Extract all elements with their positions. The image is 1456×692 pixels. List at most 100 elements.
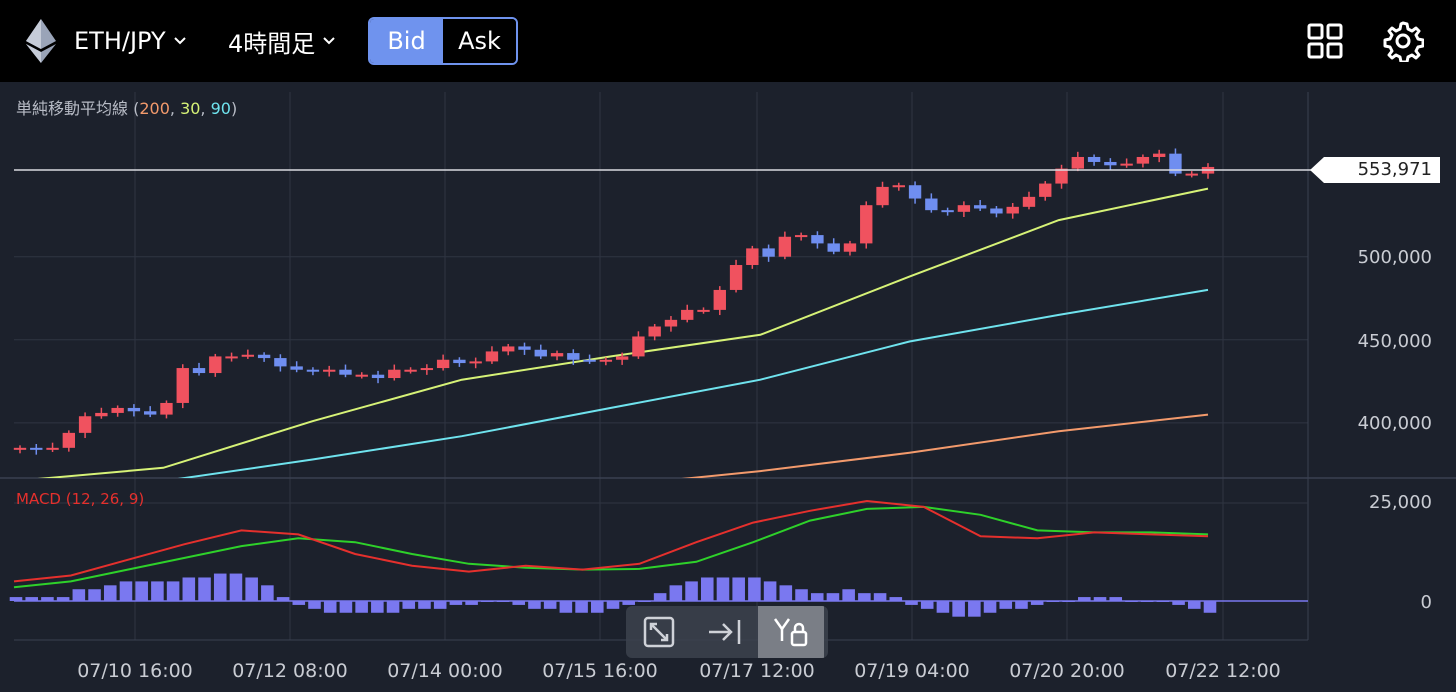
macd-histogram-bar xyxy=(543,601,557,609)
candle-up xyxy=(420,368,434,371)
candle-up xyxy=(632,336,645,357)
candle-up xyxy=(1055,168,1068,184)
macd-histogram-bar xyxy=(308,601,321,609)
macd-histogram-bar xyxy=(999,601,1013,609)
layout-button[interactable] xyxy=(1306,22,1344,60)
y-axis-lock-button[interactable] xyxy=(758,606,824,658)
macd-histogram-bar xyxy=(135,581,148,601)
macd-histogram-bar xyxy=(182,577,196,601)
x-tick-label: 07/22 12:00 xyxy=(1165,660,1281,682)
sma90-line xyxy=(177,288,1209,478)
macd-histogram-bar xyxy=(72,589,86,601)
candle-down xyxy=(453,359,466,364)
macd-histogram-bar xyxy=(905,601,918,605)
bid-ask-toggle: Bid Ask xyxy=(368,17,518,65)
macd-histogram-bar xyxy=(512,601,526,605)
macd-histogram-bar xyxy=(983,601,997,613)
candle-down xyxy=(1169,153,1182,174)
fullscreen-button[interactable] xyxy=(626,606,692,658)
macd-histogram-bar xyxy=(119,581,133,601)
macd-histogram-bar xyxy=(653,593,667,601)
macd-histogram-bar xyxy=(9,597,23,601)
macd-histogram-bar xyxy=(858,593,871,601)
jump-to-latest-icon xyxy=(709,620,741,644)
chevron-down-icon xyxy=(323,37,335,45)
macd-histogram-bar xyxy=(700,577,714,601)
candle-up xyxy=(843,243,857,252)
candle-down xyxy=(1104,161,1117,166)
sma-close-paren: ) xyxy=(230,99,238,118)
settings-button[interactable] xyxy=(1382,20,1424,62)
interval-selector[interactable]: 4時間足 xyxy=(228,18,335,64)
sma-separator: , xyxy=(169,99,181,118)
x-tick-label: 07/14 00:00 xyxy=(387,660,503,682)
sma-period-90: 90 xyxy=(210,99,231,118)
ask-button[interactable]: Ask xyxy=(443,19,516,63)
current-price: 553,971 xyxy=(1357,159,1432,180)
candle-up xyxy=(502,346,515,352)
candle-up xyxy=(111,407,124,413)
macd-histogram-bar xyxy=(355,601,368,613)
candle-down xyxy=(583,359,596,362)
macd-histogram-bar xyxy=(936,601,950,613)
macd-histogram-bar xyxy=(952,601,965,617)
bid-button[interactable]: Bid xyxy=(370,19,443,63)
candle-up xyxy=(225,356,238,359)
x-tick-label: 07/15 16:00 xyxy=(542,660,658,682)
pair-selector[interactable]: ETH/JPY xyxy=(26,18,186,64)
macd-histogram-bar xyxy=(166,581,180,601)
macd-histogram-bar xyxy=(245,577,258,601)
price-tag-shape xyxy=(1310,157,1440,183)
macd-histogram-bar xyxy=(323,601,337,613)
candle-down xyxy=(925,198,938,211)
candle-down xyxy=(908,185,922,199)
candle-up xyxy=(1039,183,1052,197)
sma-separator: , xyxy=(200,99,211,118)
fullscreen-icon xyxy=(643,616,675,648)
macd-histogram-bar xyxy=(1172,601,1185,605)
y-tick-label: 450,000 xyxy=(1357,331,1432,352)
candle-down xyxy=(127,407,141,412)
candle-up xyxy=(1152,153,1166,157)
candle-down xyxy=(518,346,531,350)
ethereum-icon xyxy=(26,19,56,63)
candle-up xyxy=(729,265,743,290)
macd-histogram-bar xyxy=(606,601,620,609)
candle-up xyxy=(794,235,808,238)
interval-label: 4時間足 xyxy=(228,29,316,58)
candle-up xyxy=(46,447,59,450)
macd-y-tick-label: 25,000 xyxy=(1369,492,1432,513)
sma30-line xyxy=(37,187,1209,478)
candle-up xyxy=(681,309,694,320)
x-tick-label: 07/12 08:00 xyxy=(232,660,348,682)
candle-up xyxy=(599,359,613,362)
macd-histogram-bar xyxy=(779,585,793,601)
macd-histogram-bar xyxy=(292,601,306,605)
macd-histogram-bar xyxy=(339,601,353,613)
x-tick-label: 07/10 16:00 xyxy=(77,660,193,682)
macd-histogram-bar xyxy=(795,589,808,601)
macd-histogram-bar xyxy=(25,597,38,601)
chart-toolbar xyxy=(626,606,828,658)
candle-up xyxy=(1071,156,1084,169)
candle-down xyxy=(290,366,303,370)
macd-histogram-bar xyxy=(1109,597,1123,601)
macd-histogram-bar xyxy=(842,589,855,601)
macd-histogram-bar xyxy=(920,601,934,609)
macd-histogram-bar xyxy=(763,581,777,601)
candle-down xyxy=(274,358,287,367)
macd-histogram-bar xyxy=(261,585,274,601)
jump-to-latest-button[interactable] xyxy=(692,606,758,658)
sma-title: 単純移動平均線 xyxy=(16,99,129,118)
macd-histogram-bar xyxy=(103,585,117,601)
candle-up xyxy=(615,356,629,360)
candle-up xyxy=(550,353,564,357)
macd-histogram-bar xyxy=(198,577,211,601)
candle-up xyxy=(13,447,27,450)
candle-down xyxy=(827,243,840,252)
macd-histogram-bar xyxy=(559,601,573,613)
candle-down xyxy=(306,369,320,372)
chart-area[interactable] xyxy=(0,82,1456,692)
candle-up xyxy=(697,309,710,312)
macd-histogram-bar xyxy=(151,581,164,601)
